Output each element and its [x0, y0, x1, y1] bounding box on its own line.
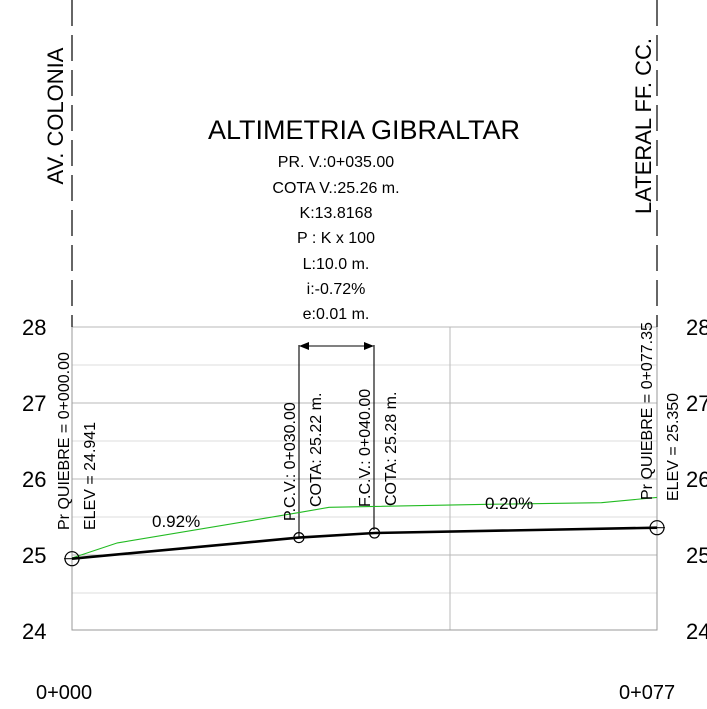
start-station-label: Pr QUIEBRE = 0+000.00 [56, 352, 73, 530]
drawing-title: ALTIMETRIA GIBRALTAR [208, 115, 520, 145]
y-tick-label: 28 [686, 315, 707, 340]
profile-point-marker [293, 531, 305, 544]
y-tick-label: 25 [22, 543, 46, 568]
fcv-cota-label: COTA: 25.28 m. [383, 392, 400, 506]
station-end-label: 0+077 [619, 682, 675, 704]
curve-arrow-left [299, 342, 309, 350]
y-axis-left: 28 27 26 25 24 [22, 315, 46, 644]
y-tick-label: 27 [22, 391, 46, 416]
profile-points [64, 520, 665, 567]
y-tick-label: 27 [686, 391, 707, 416]
curve-param: COTA V.:25.26 m. [272, 180, 399, 197]
fcv-station-label: F.C.V.: 0+040.00 [357, 389, 374, 507]
profile-point-marker [368, 527, 381, 539]
street-left-label: AV. COLONIA [43, 47, 68, 184]
terrain-line [71, 496, 658, 559]
station-start-label: 0+000 [36, 682, 92, 704]
end-elev-label: ELEV = 25.350 [665, 393, 682, 501]
curve-param: P : K x 100 [297, 230, 375, 247]
y-tick-label: 28 [22, 315, 46, 340]
y-tick-label: 26 [686, 467, 707, 492]
curve-param: K:13.8168 [300, 205, 373, 222]
curve-param: i:-0.72% [307, 281, 366, 298]
slope-left-label: 0.92% [152, 512, 200, 531]
y-tick-label: 24 [686, 619, 707, 644]
pcv-station-label: P.C.V.: 0+030.00 [282, 402, 299, 521]
y-tick-label: 24 [22, 619, 46, 644]
street-right-label: LATERAL FF. CC. [631, 38, 656, 214]
grid [71, 326, 658, 631]
grid-frame [71, 327, 658, 631]
pcv-cota-label: COTA: 25.22 m. [308, 393, 325, 507]
y-tick-label: 25 [686, 543, 707, 568]
curve-arrow-right [364, 342, 374, 350]
end-station-label: Pr QUIEBRE = 0+077.35 [639, 322, 656, 500]
curve-param: PR. V.:0+035.00 [278, 154, 394, 171]
y-tick-label: 26 [22, 467, 46, 492]
curve-param: L:10.0 m. [303, 256, 370, 273]
start-elev-label: ELEV = 24.941 [82, 422, 99, 530]
curve-params: PR. V.:0+035.00 COTA V.:25.26 m. K:13.81… [272, 154, 399, 323]
grade-profile-line [71, 526, 658, 560]
slope-right-label: 0.20% [485, 494, 533, 513]
y-axis-right: 28 27 26 25 24 [686, 315, 707, 644]
curve-param: e:0.01 m. [303, 306, 370, 323]
